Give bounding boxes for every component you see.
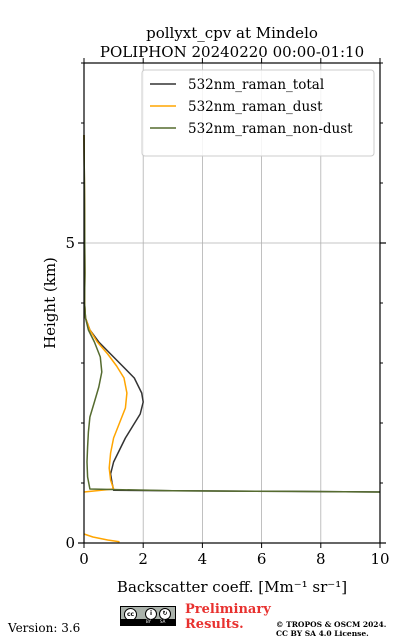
badge-sa-label: SA: [160, 619, 166, 624]
legend: 532nm_raman_total 532nm_raman_dust 532nm_r…: [141, 69, 375, 157]
y-tick-label: 5: [65, 234, 75, 252]
ticks: 0 2 4 6 8 10 0 5: [65, 58, 390, 568]
preliminary-line-1: Preliminary: [185, 602, 271, 617]
copyright-line-2: CC BY SA 4.0 License.: [276, 629, 369, 638]
x-axis-label-text: ]: [341, 578, 347, 596]
version-text: Version: 3.6: [8, 621, 81, 635]
legend-entry: 532nm_raman_total: [188, 77, 324, 93]
legend-entry: 532nm_raman_non-dust: [188, 121, 353, 137]
x-axis-label-text: Backscatter coeff. [Mm: [117, 578, 294, 596]
series-line-532nm_raman_total: [83, 134, 381, 493]
x-axis-label-superscript: ⁻¹: [327, 578, 341, 596]
x-tick-label: 6: [257, 550, 267, 568]
legend-entry: 532nm_raman_dust: [188, 99, 323, 115]
chart-subtitle: POLIPHON 20240220 00:00-01:10: [100, 43, 364, 61]
y-tick-label: 0: [65, 534, 75, 552]
y-axis-label: Height (km): [41, 257, 59, 349]
x-tick-label: 10: [370, 550, 389, 568]
x-tick-label: 4: [198, 550, 208, 568]
x-tick-label: 8: [316, 550, 326, 568]
badge-by-label: BY: [146, 619, 151, 624]
series-group: [83, 134, 381, 543]
preliminary-line-2: Results.: [185, 617, 244, 632]
chart-title: pollyxt_cpv at Mindelo: [146, 24, 318, 42]
copyright-line-1: © TROPOS & OSCM 2024.: [276, 620, 387, 629]
x-axis-label-text: sr: [308, 578, 328, 596]
x-tick-label: 0: [79, 550, 89, 568]
x-axis-label: Backscatter coeff. [Mm⁻¹ sr⁻¹]: [117, 578, 347, 596]
series-line-532nm_raman_non-dust: [83, 134, 381, 493]
badge-strip: BY SA: [121, 619, 175, 625]
series-line-532nm_raman_dust: [83, 134, 128, 493]
legend-box: [141, 69, 375, 157]
x-axis-label-superscript: ⁻¹: [294, 578, 308, 596]
x-tick-label: 2: [138, 550, 148, 568]
copyright-text: © TROPOS & OSCM 2024. CC BY SA 4.0 Licen…: [276, 620, 386, 638]
cc-license-badge: cc i ↻ BY SA: [120, 606, 176, 626]
series-line-segment-3: [83, 533, 120, 543]
preliminary-results-text: Preliminary Results.: [185, 602, 271, 632]
